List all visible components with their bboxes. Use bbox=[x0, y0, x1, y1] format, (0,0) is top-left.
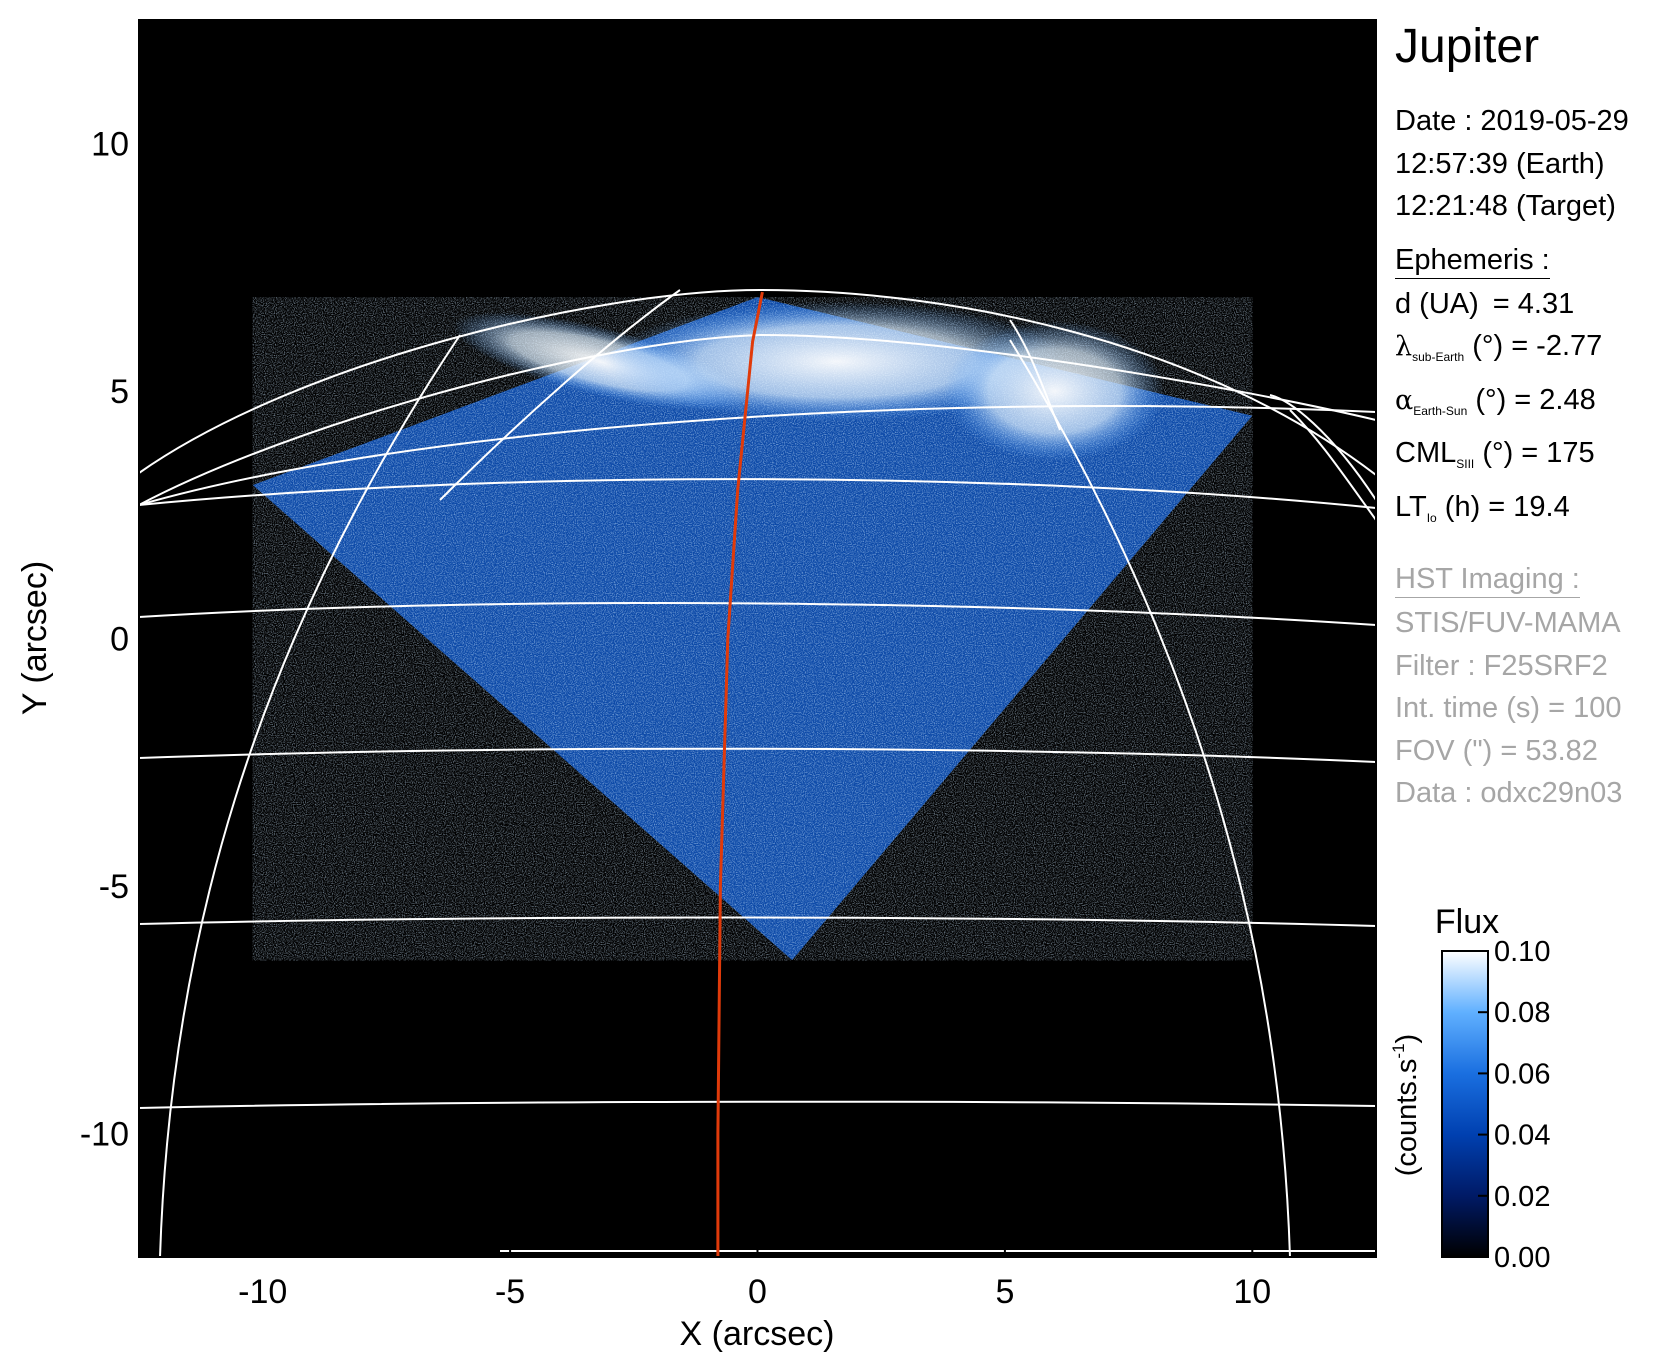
instrument: STIS/FUV-MAMA bbox=[1395, 607, 1621, 639]
longitude-line bbox=[1009, 339, 1291, 1257]
cml-row: CMLSIII (°) = 175 bbox=[1395, 437, 1595, 471]
y-tick-label: 0 bbox=[110, 621, 129, 659]
filter: Filter : F25SRF2 bbox=[1395, 649, 1608, 682]
distance-row: d (UA) = 4.31 bbox=[1395, 287, 1575, 320]
latitude-line bbox=[139, 288, 1376, 476]
longitude-line bbox=[1289, 409, 1376, 521]
x-tick-label: 0 bbox=[748, 1273, 767, 1311]
longitude-line bbox=[159, 334, 461, 1257]
colorbar: Flux 0.00 0.02 0.04 0.06 0.08 0.10 (counts.s-… bbox=[1389, 903, 1550, 1274]
io-local-time-row: LTIo (h) = 19.4 bbox=[1395, 490, 1570, 525]
colorbar-label: (counts.s-1) bbox=[1389, 1034, 1423, 1176]
sub-earth-latitude-row: λsub-Earth (°) = -2.77 bbox=[1395, 330, 1603, 364]
longitude-line bbox=[439, 289, 681, 501]
longitude-line bbox=[1009, 319, 1061, 431]
target-time: 12:21:48 (Target) bbox=[1395, 190, 1616, 222]
y-tick-label: -5 bbox=[99, 868, 129, 906]
image-noise-texture bbox=[252, 297, 1253, 961]
colorbar-tick-label: 0.00 bbox=[1494, 1242, 1550, 1274]
x-tick-label: 5 bbox=[995, 1273, 1014, 1311]
x-axis: -10 -5 0 5 10 bbox=[238, 20, 1271, 1311]
y-axis-label: Y (arcsec) bbox=[16, 561, 54, 715]
data-id: Data : odxc29n03 bbox=[1395, 777, 1623, 809]
y-tick-label: 10 bbox=[91, 126, 129, 164]
auroral-oval-right bbox=[944, 321, 1165, 462]
latitude-line bbox=[139, 405, 1376, 506]
latitude-line bbox=[139, 333, 1376, 506]
colorbar-tick-label: 0.10 bbox=[1494, 936, 1550, 968]
hst-imaging-heading: HST Imaging : bbox=[1395, 561, 1580, 598]
longitude-line bbox=[1269, 394, 1376, 501]
x-tick-label: -5 bbox=[495, 1273, 525, 1311]
y-tick-label: 5 bbox=[110, 373, 129, 411]
latitude-line bbox=[139, 478, 1376, 509]
x-axis-label: X (arcsec) bbox=[680, 1315, 835, 1353]
date-line: Date : 2019-05-29 bbox=[1395, 105, 1629, 137]
x-tick-label: -10 bbox=[238, 1273, 287, 1311]
latitude-line bbox=[139, 1100, 1376, 1109]
info-panel: Jupiter Date : 2019-05-29 12:57:39 (Eart… bbox=[1395, 18, 1670, 815]
phase-angle-row: αEarth-Sun (°) = 2.48 bbox=[1395, 383, 1596, 418]
earth-time: 12:57:39 (Earth) bbox=[1395, 147, 1605, 180]
colorbar-title: Flux bbox=[1435, 903, 1499, 941]
colorbar-tick-label: 0.06 bbox=[1494, 1058, 1550, 1090]
colorbar-gradient bbox=[1441, 950, 1489, 1258]
colorbar-tick-label: 0.02 bbox=[1494, 1181, 1550, 1213]
ephemeris-heading: Ephemeris : bbox=[1395, 242, 1550, 279]
latitude-line bbox=[139, 747, 1376, 763]
x-tick-label: 10 bbox=[1233, 1273, 1271, 1311]
colorbar-tick-label: 0.04 bbox=[1494, 1120, 1550, 1152]
latitude-line bbox=[139, 916, 1376, 927]
y-tick-label: -10 bbox=[80, 1115, 129, 1153]
central-meridian-line bbox=[716, 291, 764, 1257]
colorbar-tick-label: 0.08 bbox=[1494, 997, 1550, 1029]
image-layer bbox=[252, 297, 1253, 961]
field-of-view: FOV (") = 53.82 bbox=[1395, 734, 1598, 767]
integration-time: Int. time (s) = 100 bbox=[1395, 692, 1622, 724]
y-axis: -10 -5 0 5 10 bbox=[80, 126, 1376, 1153]
lat-lon-grid bbox=[139, 288, 1376, 1257]
planet-title: Jupiter bbox=[1395, 20, 1540, 73]
